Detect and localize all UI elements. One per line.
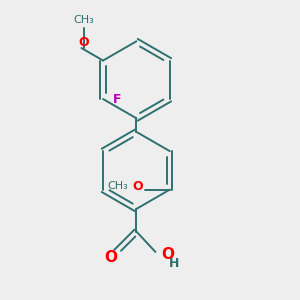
Text: O: O <box>133 179 143 193</box>
Text: H: H <box>169 257 180 270</box>
Text: CH₃: CH₃ <box>107 181 128 191</box>
Text: O: O <box>161 247 174 262</box>
Text: F: F <box>113 93 122 106</box>
Text: CH₃: CH₃ <box>74 15 94 25</box>
Text: O: O <box>78 36 89 49</box>
Text: O: O <box>104 250 117 265</box>
